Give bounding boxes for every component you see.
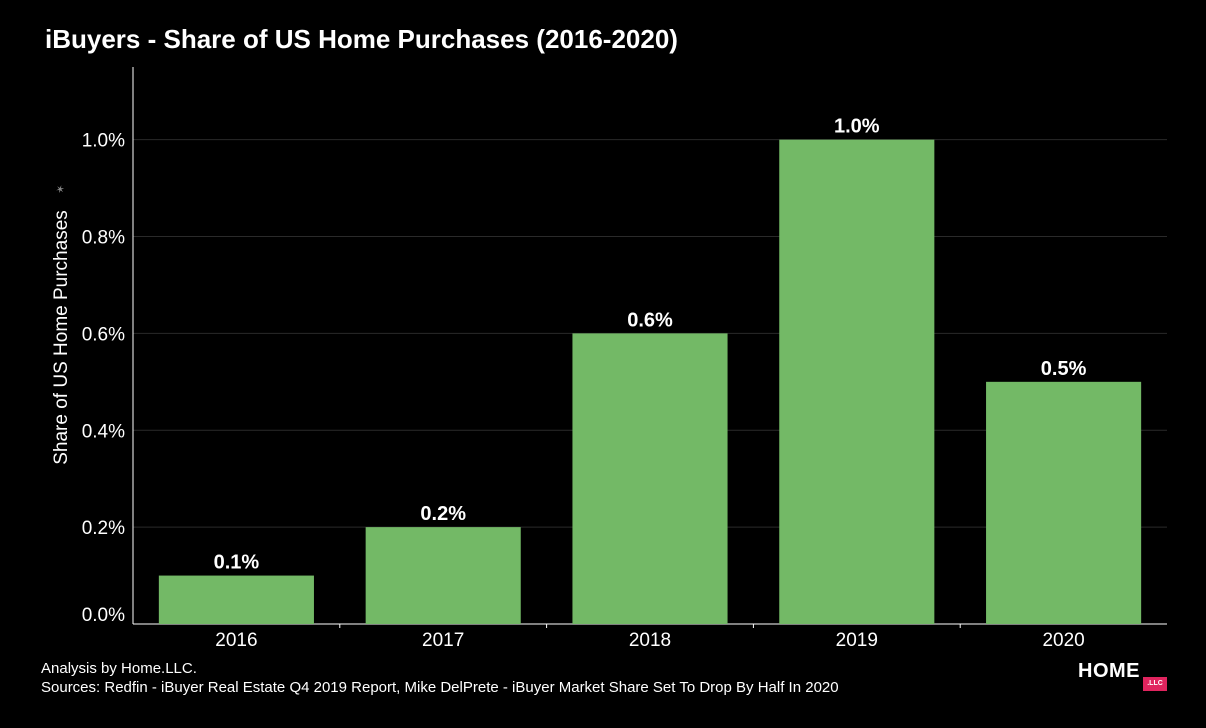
x-tick-label: 2018 (629, 630, 671, 651)
value-label-2019: 1.0% (834, 116, 880, 138)
value-label-2017: 0.2% (420, 503, 466, 525)
x-tick-label: 2019 (836, 630, 878, 651)
y-axis-label: Share of US Home Purchases (51, 210, 72, 465)
home-llc-logo: HOME (1078, 660, 1140, 682)
sources-note: Sources: Redfin - iBuyer Real Estate Q4 … (41, 679, 839, 696)
value-label-2016: 0.1% (214, 552, 260, 574)
y-tick-label: 1.0% (82, 131, 125, 152)
analysis-credit: Analysis by Home.LLC. (41, 660, 197, 677)
value-label-2018: 0.6% (627, 309, 673, 331)
value-label-2020: 0.5% (1041, 358, 1087, 380)
bar-2018 (572, 333, 728, 624)
y-tick-label: 0.0% (82, 605, 125, 626)
footer: Analysis by Home.LLC. Sources: Redfin - … (41, 659, 839, 697)
chart-title: iBuyers - Share of US Home Purchases (20… (45, 24, 678, 54)
y-tick-label: 0.6% (82, 324, 125, 345)
x-tick-label: 2016 (215, 630, 257, 651)
y-tick-label: 0.2% (82, 518, 125, 539)
y-tick-label: 0.8% (82, 228, 125, 249)
pin-icon: ✶ (53, 182, 69, 198)
bar-2017 (365, 527, 521, 624)
x-tick-label: 2020 (1042, 630, 1084, 651)
bar-2016 (158, 575, 314, 624)
y-tick-label: 0.4% (82, 421, 125, 442)
x-tick-label: 2017 (422, 630, 464, 651)
bar-2019 (779, 139, 935, 625)
bar-2020 (986, 381, 1142, 624)
llc-badge: .LLC (1143, 677, 1167, 691)
